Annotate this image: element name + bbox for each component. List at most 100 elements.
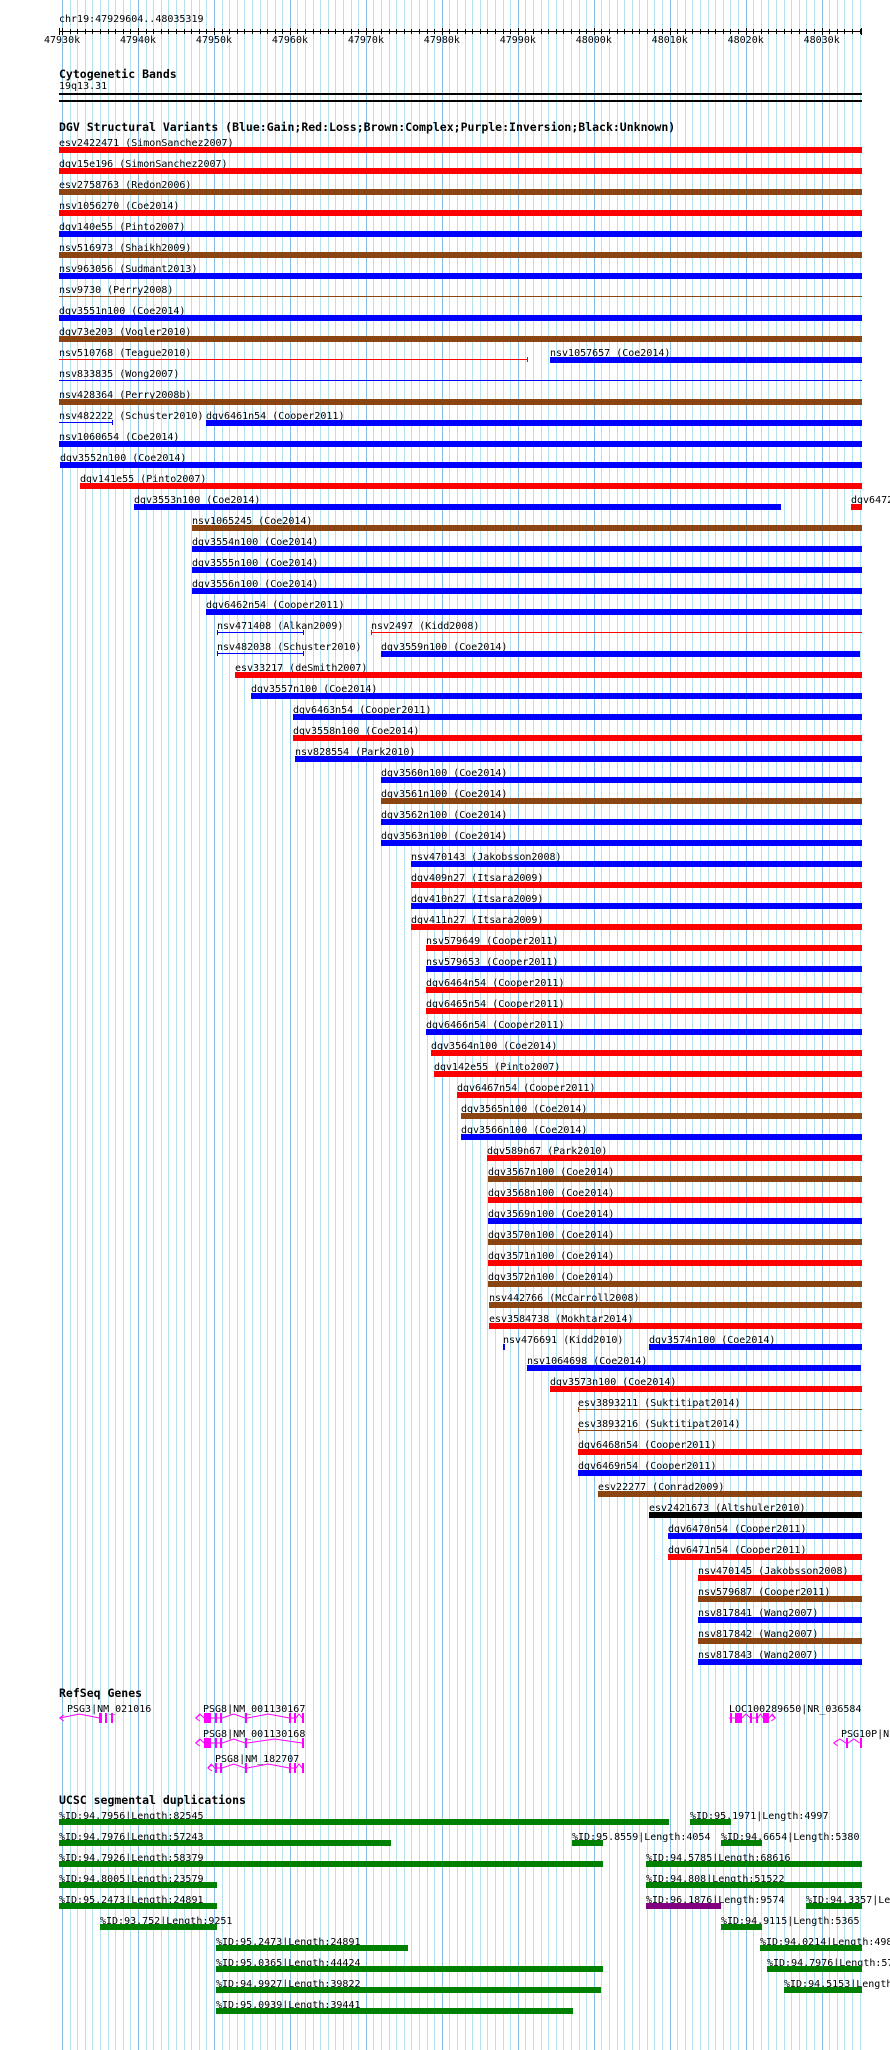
segdup-label[interactable]: %ID:94.7956|Length:82545 (59, 1811, 204, 1822)
segdup-feature[interactable] (784, 1987, 862, 1993)
gene-exon[interactable] (220, 1738, 222, 1748)
variant-feature[interactable] (426, 1029, 862, 1035)
variant-feature[interactable] (668, 1554, 862, 1560)
variant-feature[interactable] (649, 1512, 862, 1518)
gene-exon[interactable] (289, 1713, 291, 1723)
variant-label[interactable]: dgv3559n100 (Coe2014) (381, 642, 508, 653)
variant-feature[interactable] (381, 840, 862, 846)
variant-feature[interactable] (251, 693, 862, 699)
variant-label[interactable]: dgv3571n100 (Coe2014) (488, 1251, 615, 1262)
segdup-label[interactable]: %ID:94.808|Length:51522 (646, 1874, 785, 1885)
variant-feature[interactable] (426, 1008, 862, 1014)
variant-label[interactable]: nsv510768 (Teague2010) (59, 348, 192, 359)
gene-label[interactable]: PSG8|NM_001130168 (203, 1729, 306, 1740)
variant-feature[interactable] (698, 1575, 862, 1581)
cytoband-ideogram-line[interactable] (59, 93, 862, 95)
variant-feature[interactable] (206, 609, 862, 615)
variant-label[interactable]: nsv817841 (Wang2007) (698, 1608, 819, 1619)
variant-feature[interactable] (293, 735, 862, 741)
variant-label[interactable]: dgv3554n100 (Coe2014) (192, 537, 319, 548)
segdup-label[interactable]: %ID:96.1876|Length:9574 (646, 1895, 785, 1906)
variant-feature[interactable] (59, 296, 862, 297)
segdup-label[interactable]: %ID:94.7926|Length:58379 (59, 1853, 204, 1864)
variant-label[interactable]: nsv428364 (Perry2008b) (59, 390, 192, 401)
variant-feature[interactable] (59, 399, 862, 405)
variant-label[interactable]: dgv6462n54 (Cooper2011) (206, 600, 345, 611)
variant-label[interactable]: dgv3552n100 (Coe2014) (60, 453, 187, 464)
gene-exon[interactable] (735, 1713, 742, 1723)
segdup-label[interactable]: %ID:94.9115|Length:5365 (721, 1916, 860, 1927)
gene-label[interactable]: LOC100289650|NR_036584 (729, 1704, 862, 1715)
variant-feature[interactable] (235, 672, 862, 678)
segdup-feature[interactable] (721, 1924, 762, 1930)
gene-exon[interactable] (730, 1713, 732, 1723)
variant-label[interactable]: nsv828554 (Park2010) (295, 747, 416, 758)
gene-exon[interactable] (245, 1713, 247, 1723)
segdup-feature[interactable] (216, 1987, 601, 1993)
variant-feature[interactable] (488, 1239, 862, 1245)
segdup-label[interactable]: %ID:95.0365|Length:44424 (216, 1958, 361, 1969)
variant-label[interactable]: dgv3556n100 (Coe2014) (192, 579, 319, 590)
gene-exon[interactable] (245, 1738, 247, 1748)
variant-label[interactable]: dgv3569n100 (Coe2014) (488, 1209, 615, 1220)
variant-feature[interactable] (192, 588, 862, 594)
variant-feature[interactable] (488, 1176, 862, 1182)
variant-feature[interactable] (59, 273, 862, 279)
segdup-feature[interactable] (767, 1966, 862, 1972)
variant-label[interactable]: nsv482038 (Schuster2010) (217, 642, 362, 653)
segdup-feature[interactable] (690, 1819, 731, 1825)
variant-feature[interactable] (434, 1071, 862, 1077)
variant-label[interactable]: nsv476691 (Kidd2010) (503, 1335, 624, 1346)
gene-exon[interactable] (99, 1713, 102, 1723)
variant-label[interactable]: nsv579687 (Cooper2011) (698, 1587, 831, 1598)
segdup-feature[interactable] (216, 1966, 603, 1972)
variant-label[interactable]: dgv409n27 (Itsara2009) (411, 873, 544, 884)
variant-feature[interactable] (527, 1365, 861, 1371)
variant-label[interactable]: nsv963056 (Sudmant2013) (59, 264, 198, 275)
variant-label[interactable]: esv2421673 (Altshuler2010) (649, 1503, 806, 1514)
variant-label[interactable]: nsv817842 (Wang2007) (698, 1629, 819, 1640)
variant-label[interactable]: dgv6461n54 (Cooper2011) (206, 411, 345, 422)
gene-exon[interactable] (204, 1713, 211, 1723)
variant-feature[interactable] (59, 210, 862, 216)
variant-label[interactable]: nsv579649 (Cooper2011) (426, 936, 559, 947)
variant-feature[interactable] (461, 1113, 862, 1119)
variant-feature[interactable] (134, 504, 781, 510)
segdup-label[interactable]: %ID:94.3357|Le (806, 1895, 890, 1906)
variant-feature[interactable] (217, 632, 304, 633)
segdup-feature[interactable] (216, 1945, 408, 1951)
variant-label[interactable]: dgv6470n54 (Cooper2011) (668, 1524, 807, 1535)
segdup-label[interactable]: %ID:94.5153|Length (784, 1979, 890, 1990)
variant-label[interactable]: dgv3566n100 (Coe2014) (461, 1125, 588, 1136)
variant-label[interactable]: dgv6471n54 (Cooper2011) (668, 1545, 807, 1556)
variant-feature[interactable] (698, 1617, 862, 1623)
variant-feature[interactable] (668, 1533, 862, 1539)
variant-feature[interactable] (426, 966, 862, 972)
gene-exon[interactable] (860, 1738, 862, 1748)
variant-label[interactable]: dgv6466n54 (Cooper2011) (426, 1020, 565, 1031)
variant-feature[interactable] (59, 422, 113, 423)
variant-feature[interactable] (851, 504, 862, 510)
variant-label[interactable]: dgv3553n100 (Coe2014) (134, 495, 261, 506)
variant-feature[interactable] (578, 1470, 862, 1476)
variant-label[interactable]: nsv1060654 (Coe2014) (59, 432, 180, 443)
variant-feature[interactable] (698, 1596, 862, 1602)
gene-label[interactable]: PSG8|NM_001130167 (203, 1704, 306, 1715)
variant-label[interactable]: dgv141e55 (Pinto2007) (80, 474, 207, 485)
segdup-feature[interactable] (646, 1903, 721, 1909)
variant-feature[interactable] (503, 1344, 505, 1350)
variant-feature[interactable] (598, 1491, 862, 1497)
variant-feature[interactable] (80, 483, 862, 489)
variant-feature[interactable] (550, 357, 862, 363)
gene-exon[interactable] (302, 1713, 304, 1723)
variant-feature[interactable] (550, 1386, 862, 1392)
variant-label[interactable]: dgv6472 (851, 495, 890, 506)
variant-label[interactable]: nsv1065245 (Coe2014) (192, 516, 313, 527)
variant-label[interactable]: dgv6469n54 (Cooper2011) (578, 1461, 717, 1472)
variant-feature[interactable] (59, 168, 862, 174)
variant-feature[interactable] (698, 1638, 862, 1644)
gene-exon[interactable] (105, 1713, 107, 1723)
variant-feature[interactable] (457, 1092, 862, 1098)
gene-exon[interactable] (294, 1713, 296, 1723)
segdup-label[interactable]: %ID:93.752|Length:9251 (100, 1916, 233, 1927)
